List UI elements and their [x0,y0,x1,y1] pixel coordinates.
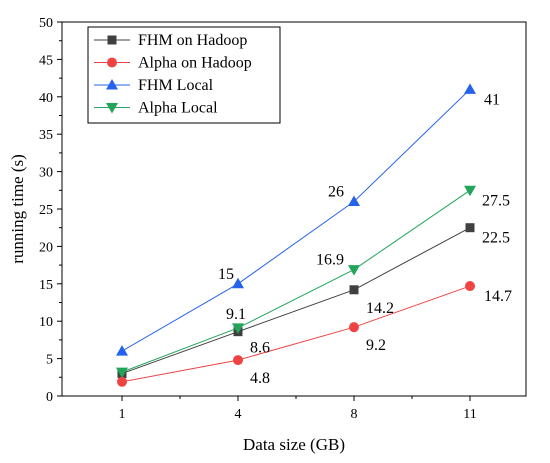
x-tick-label: 8 [351,407,358,422]
data-label: 9.2 [366,337,386,354]
legend-swatch-marker [107,57,117,68]
data-point [232,323,244,334]
legend-entry: FHM on Hadoop [94,32,247,49]
data-label: 15 [218,266,234,283]
legend-swatch-marker [106,79,118,90]
data-labels: 8.6 14.2 22.5 4.8 9.2 14.7 15 26 41 9.1 16.9 27.5 [218,91,512,387]
legend-swatch-marker [106,103,118,114]
y-axis-title: running time (s) [8,154,27,264]
y-tick-label: 15 [39,278,53,293]
x-tick-label: 1 [119,407,126,422]
data-point [349,285,359,295]
data-label: 16.9 [316,252,344,269]
series-alpha-local [116,185,476,379]
data-label: 14.7 [484,288,512,305]
data-point [116,367,128,379]
data-point [348,195,360,207]
data-point [116,345,128,356]
data-label: 27.5 [482,192,510,209]
legend-swatch-marker [107,35,117,45]
legend-label: FHM on Hadoop [138,32,247,49]
data-point [464,83,476,94]
x-tick-label: 11 [463,407,476,422]
series-line [121,189,471,373]
legend: FHM on Hadoop Alpha on Hadoop FHM Local Alp… [87,26,281,124]
series-alpha-on-hadoop [117,281,475,387]
legend-label: Alpha on Hadoop [138,55,252,72]
y-tick-label: 10 [39,315,53,330]
axes: 0 5 10 15 20 25 30 35 40 45 50 1 4 8 11 [39,16,527,422]
y-tick-label: 35 [39,128,53,143]
y-tick-label: 30 [39,166,53,181]
data-point [232,277,244,289]
y-tick-label: 20 [39,240,53,255]
data-point [465,281,475,292]
y-tick-label: 40 [39,91,53,106]
y-tick-label: 0 [46,390,53,405]
data-point [464,185,476,197]
data-label: 9.1 [226,306,246,323]
legend-entry: FHM Local [94,77,214,94]
legend-label: FHM Local [138,77,214,94]
y-tick-label: 5 [46,353,53,368]
data-label: 8.6 [250,340,270,357]
y-tick-label: 25 [39,203,53,218]
legend-entry: Alpha on Hadoop [94,55,252,72]
y-tick-label: 50 [39,16,53,31]
x-tick-label: 4 [235,407,242,422]
series-line [121,88,471,352]
data-point [117,376,127,387]
series-fhm-on-hadoop [117,223,475,379]
data-point [348,265,360,276]
data-point [233,355,243,366]
series-fhm-local [116,83,476,356]
series-line [121,285,471,383]
data-label: 4.8 [250,370,270,387]
y-tick-label: 45 [39,53,53,68]
x-axis-title: Data size (GB) [243,435,345,454]
data-label: 26 [328,184,344,201]
data-label: 22.5 [482,230,510,247]
data-label: 41 [484,91,500,108]
data-label: 14.2 [366,300,394,317]
series-layer [116,83,476,387]
data-point [465,223,475,233]
series-line [121,227,471,375]
legend-entry: Alpha Local [94,100,218,117]
data-point [349,322,359,333]
legend-label: Alpha Local [138,100,218,117]
